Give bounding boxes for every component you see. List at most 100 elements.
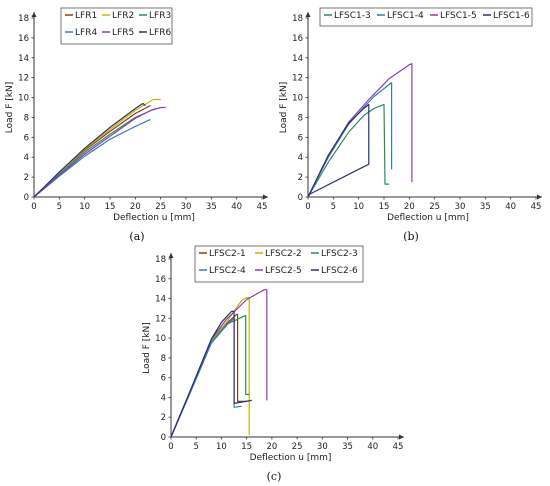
y-tick-label: 12 <box>292 74 303 84</box>
series-line-lfsc2-6 <box>170 310 252 438</box>
legend: LFSC1-3 LFSC1-4 LFSC1-5 LFSC1-6 <box>319 7 533 27</box>
chart-panel-2: 0 5 10 15 20 25 30 35 40 45 0 2 4 6 8 10 12 14 16 18 Deflect… <box>279 7 542 243</box>
y-axis-label: Load F [kN] <box>142 322 152 373</box>
y-tick-label: 16 <box>155 275 166 285</box>
legend: LFR1 LFR2 LFR3 LFR4 LFR5 LFR6 <box>60 7 173 45</box>
chart-panel-1: 0 5 10 15 20 25 30 35 40 45 0 2 4 6 8 10 12 14 16 18 Deflect… <box>5 7 268 243</box>
legend-entry: LFSC2-6 <box>321 266 358 276</box>
x-tick-label: 15 <box>379 202 390 212</box>
y-tick-label: 2 <box>298 173 303 183</box>
x-tick-label: 35 <box>342 442 353 452</box>
x-tick-label: 5 <box>57 202 62 212</box>
x-tick-label: 5 <box>331 202 336 212</box>
legend-entry: LFR3 <box>149 11 171 21</box>
y-tick-label: 14 <box>18 54 29 64</box>
y-tick-label: 14 <box>292 54 303 64</box>
chart-panel-3: 0 5 10 15 20 25 30 35 40 45 0 2 4 6 8 10 12 14 16 18 Deflect… <box>142 245 404 483</box>
y-tick-label: 4 <box>161 393 166 403</box>
x-tick-label: 20 <box>404 202 415 212</box>
x-tick-label: 10 <box>79 202 90 212</box>
y-tick-label: 2 <box>161 413 166 423</box>
x-tick-label: 45 <box>531 202 542 212</box>
series-line-lfsc2-1 <box>170 313 247 438</box>
y-tick-label: 0 <box>298 193 303 203</box>
y-tick-label: 0 <box>24 193 29 203</box>
x-axis-arrow <box>399 434 404 440</box>
series-line-lfr3 <box>33 107 156 198</box>
x-tick-label: 45 <box>257 202 268 212</box>
y-tick-label: 8 <box>298 113 303 123</box>
x-tick-label: 40 <box>367 442 378 452</box>
x-axis-arrow <box>537 194 542 200</box>
x-tick-label: 0 <box>305 202 310 212</box>
y-tick-label: 4 <box>298 153 303 163</box>
y-tick-label: 12 <box>155 314 166 324</box>
legend-entry: LFR2 <box>112 11 134 21</box>
series-line-lfr5 <box>33 106 166 198</box>
x-axis-label: Deflection u [mm] <box>113 213 195 223</box>
legend-entry: LFSC2-5 <box>265 266 302 276</box>
series-line-lfsc2-4 <box>170 317 242 438</box>
y-axis-label: Load F [kN] <box>5 82 15 133</box>
series-line-lfsc1-5 <box>307 63 413 198</box>
legend-entry: LFSC1-5 <box>440 11 477 21</box>
x-tick-label: 0 <box>168 442 173 452</box>
y-axis-arrow <box>305 12 311 17</box>
legend-entry: LFR4 <box>75 28 97 38</box>
y-axis-arrow <box>168 253 174 258</box>
x-axis-label: Deflection u [mm] <box>387 213 469 223</box>
x-tick-label: 25 <box>429 202 440 212</box>
x-tick-label: 30 <box>317 442 328 452</box>
x-tick-label: 0 <box>31 202 36 212</box>
x-tick-label: 40 <box>231 202 242 212</box>
x-tick-label: 35 <box>206 202 217 212</box>
y-axis-label: Load F [kN] <box>279 82 289 133</box>
x-axis-label: Deflection u [mm] <box>250 453 332 463</box>
x-tick-label: 35 <box>480 202 491 212</box>
series-line-lfsc1-3 <box>307 103 390 198</box>
x-tick-label: 45 <box>393 442 404 452</box>
legend-entry: LFSC1-3 <box>334 11 371 21</box>
y-tick-label: 6 <box>24 133 29 143</box>
y-tick-label: 8 <box>24 113 29 123</box>
y-tick-label: 4 <box>24 153 29 163</box>
series-line-lfr6 <box>33 102 146 198</box>
series-line-lfsc2-5 <box>170 289 268 438</box>
legend-entry: LFSC1-6 <box>493 11 530 21</box>
y-tick-label: 18 <box>292 14 303 24</box>
legend-box <box>319 7 533 27</box>
x-tick-label: 10 <box>353 202 364 212</box>
y-tick-label: 10 <box>155 334 166 344</box>
x-tick-label: 30 <box>181 202 192 212</box>
y-tick-label: 18 <box>155 255 166 265</box>
y-tick-label: 0 <box>161 433 166 443</box>
legend-entry: LFR5 <box>112 28 134 38</box>
y-tick-label: 2 <box>24 173 29 183</box>
x-axis-arrow <box>263 194 268 200</box>
legend-entry: LFSC2-3 <box>321 249 358 259</box>
legend-box <box>60 7 173 45</box>
x-tick-label: 20 <box>266 442 277 452</box>
legend: LFSC2-1 LFSC2-2 LFSC2-3 LFSC2-4 LFSC2-5 LFSC2… <box>194 245 364 283</box>
y-tick-label: 14 <box>155 295 166 305</box>
series-line-lfsc1-6 <box>307 103 370 198</box>
series-line-lfsc1-4 <box>307 82 393 198</box>
y-tick-label: 6 <box>161 374 166 384</box>
panel-label: (a) <box>129 230 144 243</box>
y-tick-label: 16 <box>18 34 29 44</box>
y-tick-label: 6 <box>298 133 303 143</box>
x-tick-label: 20 <box>130 202 141 212</box>
y-tick-label: 10 <box>18 94 29 104</box>
series-line-lfr2 <box>33 98 161 198</box>
x-tick-label: 5 <box>194 442 199 452</box>
x-tick-label: 25 <box>292 442 303 452</box>
legend-entry: LFSC1-4 <box>387 11 424 21</box>
legend-box <box>194 245 364 283</box>
x-tick-label: 15 <box>105 202 116 212</box>
legend-entry: LFR6 <box>149 28 171 38</box>
x-tick-label: 40 <box>505 202 516 212</box>
y-tick-label: 16 <box>292 34 303 44</box>
x-tick-label: 10 <box>216 442 227 452</box>
x-tick-label: 30 <box>455 202 466 212</box>
